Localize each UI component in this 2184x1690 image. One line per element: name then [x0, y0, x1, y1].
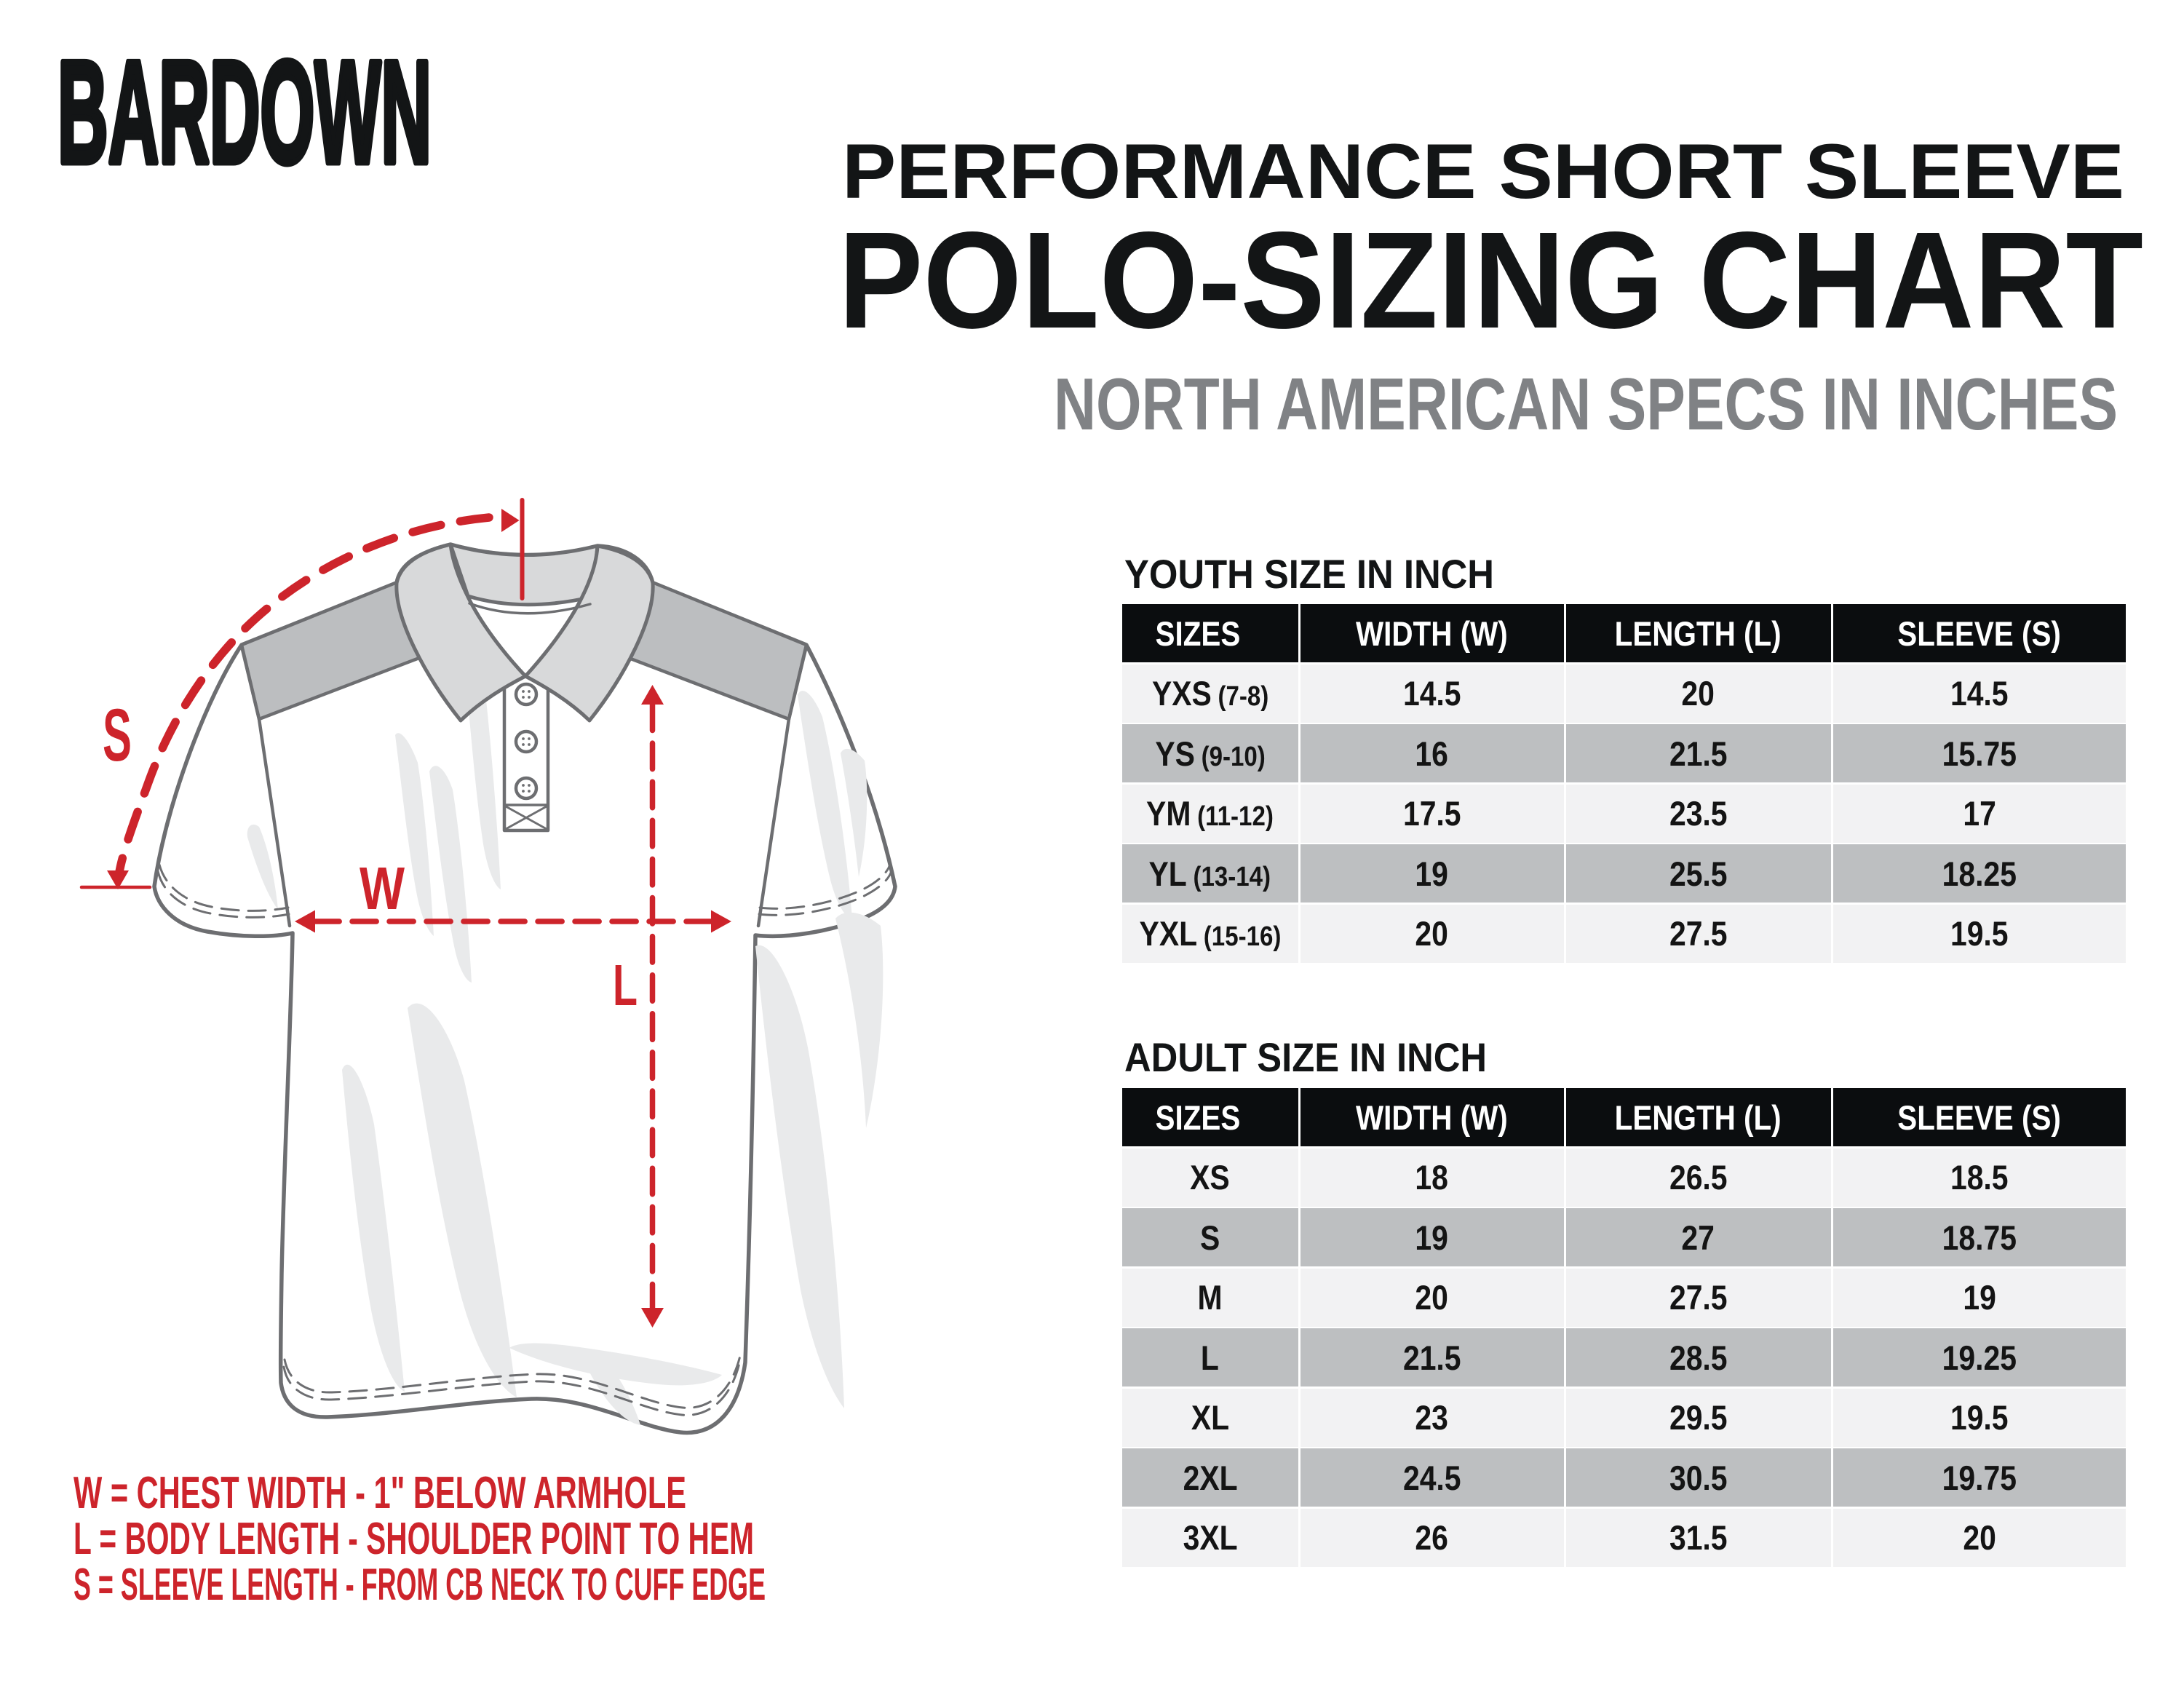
svg-text:POLO-SIZING CHART: POLO-SIZING CHART — [838, 204, 2143, 357]
svg-text:W: W — [360, 854, 405, 922]
svg-text:W = CHEST WIDTH - 1" BELOW ARM: W = CHEST WIDTH - 1" BELOW ARMHOLE — [74, 1468, 686, 1518]
svg-text:BARDOWN: BARDOWN — [57, 31, 432, 194]
svg-text:NORTH AMERICAN SPECS IN INCHES: NORTH AMERICAN SPECS IN INCHES — [1054, 364, 2118, 445]
svg-text:L = BODY LENGTH - SHOULDER POI: L = BODY LENGTH - SHOULDER POINT TO HEM — [74, 1514, 754, 1564]
svg-text:PERFORMANCE SHORT SLEEVE: PERFORMANCE SHORT SLEEVE — [842, 127, 2124, 215]
svg-text:ADULT SIZE IN INCH: ADULT SIZE IN INCH — [1124, 1034, 1487, 1080]
svg-text:S: S — [103, 694, 132, 777]
svg-text:YOUTH SIZE IN INCH: YOUTH SIZE IN INCH — [1124, 551, 1494, 597]
svg-text:L: L — [613, 953, 638, 1017]
svg-text:S = SLEEVE LENGTH - FROM CB NE: S = SLEEVE LENGTH - FROM CB NECK TO CUFF… — [74, 1560, 766, 1610]
